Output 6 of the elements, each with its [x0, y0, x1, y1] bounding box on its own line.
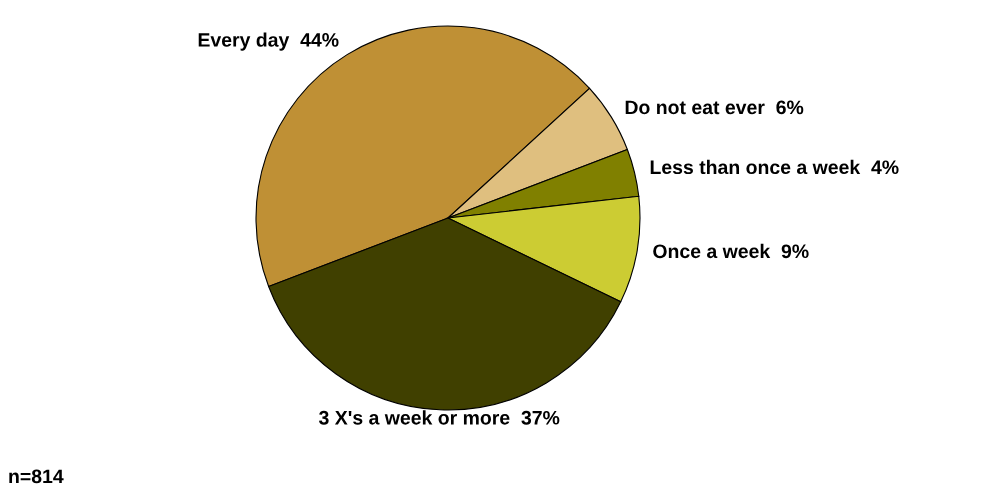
slice-label: 3 X's a week or more 37%	[318, 410, 560, 425]
slice-label: Once a week 9%	[653, 243, 809, 259]
slice-label: Do not eat ever 6%	[625, 100, 804, 115]
slice-label: Less than once a week 4%	[650, 159, 899, 175]
text: n=814	[9, 469, 64, 484]
slice-label: Every day 44%	[198, 32, 339, 51]
